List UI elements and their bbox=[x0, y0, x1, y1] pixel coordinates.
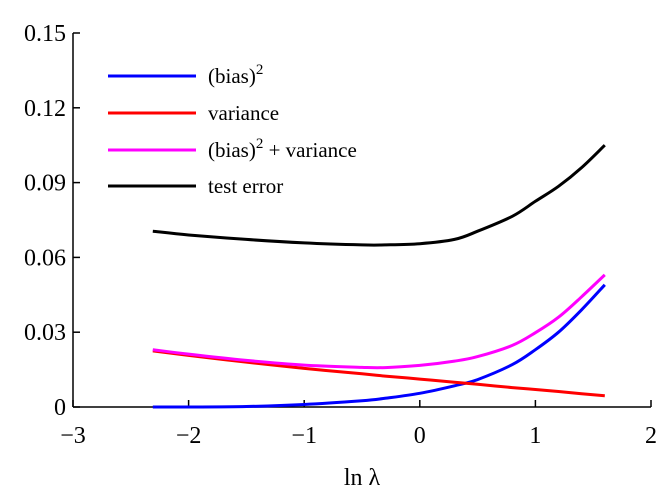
y-ticks: 0 0.03 0.06 0.09 0.12 0.15 bbox=[24, 21, 80, 421]
x-axis-title: ln λ bbox=[344, 465, 381, 491]
legend: (bias)2 variance (bias)2 + variance test er… bbox=[108, 62, 357, 198]
legend-label: test error bbox=[208, 174, 283, 198]
y-tick-label: 0.06 bbox=[24, 245, 66, 271]
x-tick-label: 0 bbox=[414, 423, 426, 449]
y-tick-label: 0.15 bbox=[24, 21, 66, 47]
y-tick-label: 0.09 bbox=[24, 171, 66, 197]
x-tick-label: −1 bbox=[291, 423, 317, 449]
y-tick-label: 0.03 bbox=[24, 320, 66, 346]
x-tick-label: −3 bbox=[60, 423, 86, 449]
x-tick-label: −2 bbox=[176, 423, 202, 449]
y-tick-label: 0.12 bbox=[24, 96, 66, 122]
x-tick-label: 1 bbox=[529, 423, 541, 449]
legend-label: variance bbox=[208, 101, 279, 125]
legend-label: (bias)2 bbox=[208, 62, 263, 88]
y-tick-label: 0 bbox=[54, 395, 66, 421]
x-tick-label: 2 bbox=[645, 423, 657, 449]
series-line-2 bbox=[153, 275, 605, 368]
legend-label: (bias)2 + variance bbox=[208, 136, 357, 162]
